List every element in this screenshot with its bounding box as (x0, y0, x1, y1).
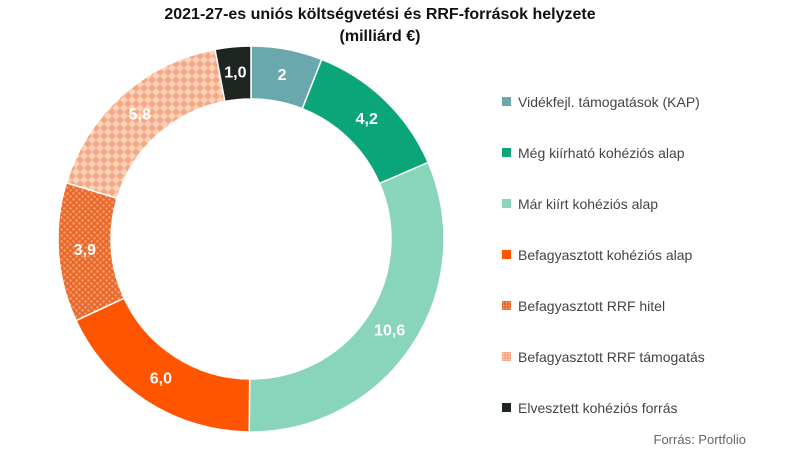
donut-slice (248, 161, 445, 433)
legend-label: Befagyasztott RRF támogatás (518, 348, 705, 365)
legend-swatch (502, 199, 511, 208)
legend-item: Még kiírható kohéziós alap (502, 127, 792, 178)
slice-value-label: 1,0 (224, 65, 246, 82)
legend-swatch (502, 148, 511, 157)
legend-item: Befagyasztott RRF támogatás (502, 331, 792, 382)
legend-label: Elvesztett kohéziós forrás (518, 399, 678, 416)
donut-slice (65, 48, 226, 200)
legend-label: Befagyasztott kohéziós alap (518, 246, 693, 263)
legend-item: Befagyasztott RRF hitel (502, 280, 792, 331)
slice-value-label: 10,6 (374, 323, 405, 340)
donut-slices (57, 45, 445, 433)
legend-swatch (502, 403, 511, 412)
chart-title-main: 2021-27-es uniós költségvetési és RRF-fo… (164, 6, 596, 23)
legend-swatch (502, 301, 511, 310)
legend-item: Elvesztett kohéziós forrás (502, 382, 792, 433)
slice-value-label: 6,0 (150, 370, 172, 387)
slice-value-label: 5,8 (129, 107, 151, 124)
legend-item: Vidékfejl. támogatások (KAP) (502, 76, 792, 127)
legend-label: Még kiírható kohéziós alap (518, 144, 685, 161)
donut-slice (214, 45, 252, 103)
donut-slice (75, 297, 251, 433)
slice-value-label: 2 (278, 67, 287, 84)
donut-labels: 2 4,2 10,6 6,0 3,9 5,8 1,0 (74, 65, 406, 388)
legend-label: Vidékfejl. támogatások (KAP) (518, 93, 700, 110)
legend-item: Már kiírt kohéziós alap (502, 178, 792, 229)
slice-value-label: 4,2 (356, 111, 378, 128)
legend: Vidékfejl. támogatások (KAP) Még kiírható… (502, 76, 792, 433)
legend-swatch (502, 352, 511, 361)
legend-label: Befagyasztott RRF hitel (518, 297, 666, 314)
legend-label: Már kiírt kohéziós alap (518, 195, 659, 212)
chart-subtitle: (milliárd €) (339, 28, 421, 45)
source-note: Forrás: Portfolio (653, 432, 746, 447)
legend-item: Befagyasztott kohéziós alap (502, 229, 792, 280)
legend-swatch (502, 97, 511, 106)
chart-title: 2021-27-es uniós költségvetési és RRF-fo… (0, 4, 760, 48)
slice-value-label: 3,9 (74, 242, 96, 259)
legend-swatch (502, 250, 511, 259)
